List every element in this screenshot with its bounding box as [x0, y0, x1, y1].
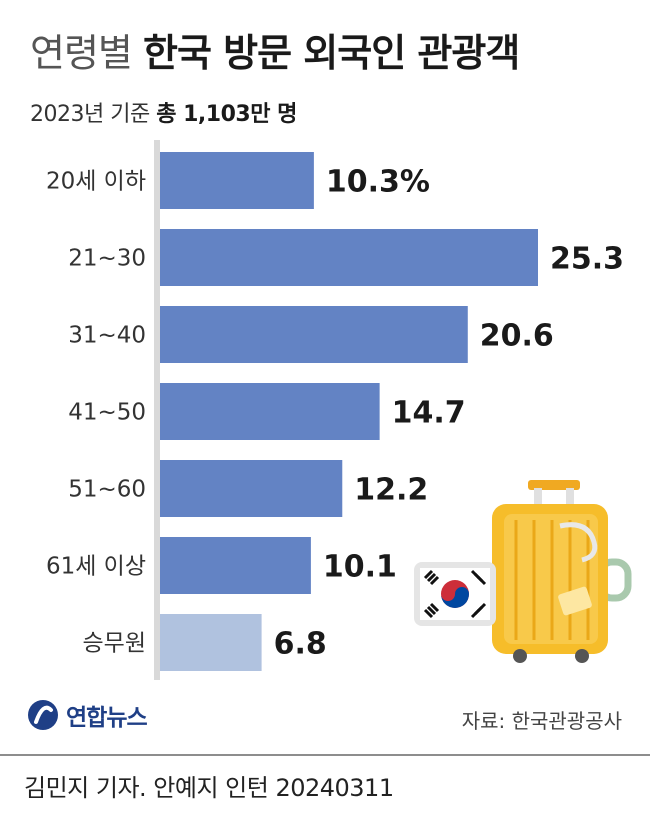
bar [160, 152, 314, 209]
title-main: 한국 방문 외국인 관광객 [142, 31, 520, 75]
yonhap-logo-icon [28, 700, 58, 730]
bar [160, 229, 538, 286]
title-prefix: 연령별 [30, 31, 133, 75]
bar [160, 306, 468, 363]
category-label: 승무원 [83, 631, 146, 657]
age-bar-chart: 20세 이하 10.3% 21~30 25.3 31~40 20.6 41~50 14.7 51… [46, 140, 624, 680]
chart-title: 연령별 한국 방문 외국인 관광객 [30, 22, 520, 77]
chart-subtitle: 2023년 기준 총 1,103만 명 [30, 96, 297, 128]
data-label: 12.2 [354, 473, 428, 508]
subtitle-total: 총 1,103만 명 [156, 102, 297, 127]
data-label: 14.7 [392, 396, 466, 431]
bar [160, 537, 311, 594]
credit-line: 김민지 기자. 안예지 인턴 20240311 [24, 774, 394, 802]
logo-text: 연합뉴스 [66, 705, 148, 731]
footer-bar: 김민지 기자. 안예지 인턴 20240311 [0, 754, 650, 813]
data-label: 20.6 [480, 319, 554, 354]
category-label: 31~40 [68, 323, 146, 349]
data-label: 10.1 [323, 550, 397, 585]
subtitle-prefix: 2023년 기준 [30, 102, 150, 127]
bar [160, 383, 380, 440]
suitcase-with-korean-flag-icon [414, 480, 632, 663]
source-note: 자료: 한국관광공사 [461, 709, 622, 733]
bar [160, 614, 262, 671]
bar [160, 460, 343, 517]
category-label: 61세 이상 [46, 554, 146, 580]
category-label: 21~30 [68, 246, 146, 272]
data-label: 25.3 [550, 242, 624, 277]
chart-axis-line [154, 140, 160, 680]
category-label: 20세 이하 [46, 169, 146, 195]
data-label: 6.8 [274, 627, 327, 662]
category-label: 51~60 [68, 477, 146, 503]
category-label: 41~50 [68, 400, 146, 426]
data-label: 10.3% [326, 165, 430, 200]
yonhap-logo: 연합뉴스 [26, 698, 148, 732]
